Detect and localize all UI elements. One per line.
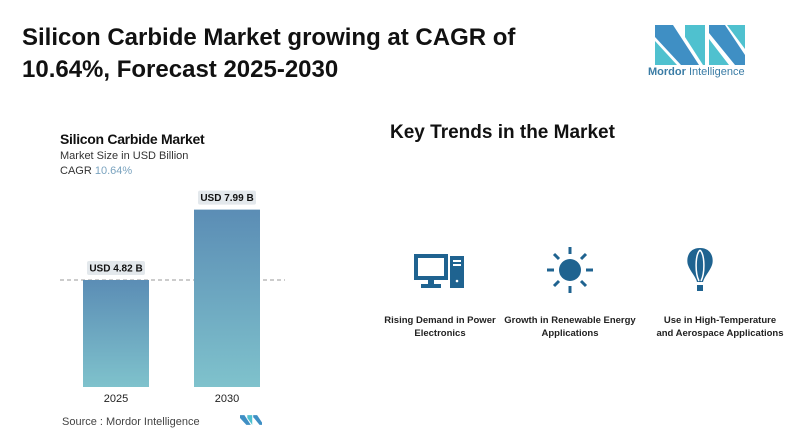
logo-text: Mordor Intelligence [648, 66, 745, 78]
mordor-logo-icon [655, 25, 745, 65]
chart-subtitle: Market Size in USD Billion [60, 150, 189, 162]
source: Source : Mordor Intelligence [62, 416, 200, 428]
bar-2030 [194, 209, 260, 387]
bar-chart: USD 4.82 B 2025 USD 7.99 B 2030 [60, 190, 285, 405]
chart-cagr: CAGR 10.64% [60, 165, 133, 177]
data-label-bg [198, 190, 256, 205]
chart-title: Silicon Carbide Market [60, 131, 205, 147]
x-tick-label: 2030 [215, 393, 239, 405]
trend-label: Use in High-Temperature and Aerospace Ap… [656, 315, 784, 339]
data-label: USD 7.99 B [200, 193, 253, 204]
data-label-bg [87, 260, 145, 275]
x-tick-label: 2025 [104, 393, 128, 405]
trend-label: Rising Demand in Power Electronics [384, 315, 496, 339]
bar-2025 [83, 279, 149, 387]
mordor-small-logo-icon [240, 415, 262, 425]
data-label: USD 4.82 B [89, 263, 142, 274]
key-trends-title: Key Trends in the Market [390, 122, 615, 143]
trend-label: Growth in Renewable Energy Applications [504, 315, 636, 339]
page-title: Silicon Carbide Market growing at CAGR o… [22, 24, 516, 83]
sun-icon [547, 247, 593, 293]
hot-air-balloon-icon [687, 248, 713, 291]
desktop-computer-icon [414, 254, 464, 288]
